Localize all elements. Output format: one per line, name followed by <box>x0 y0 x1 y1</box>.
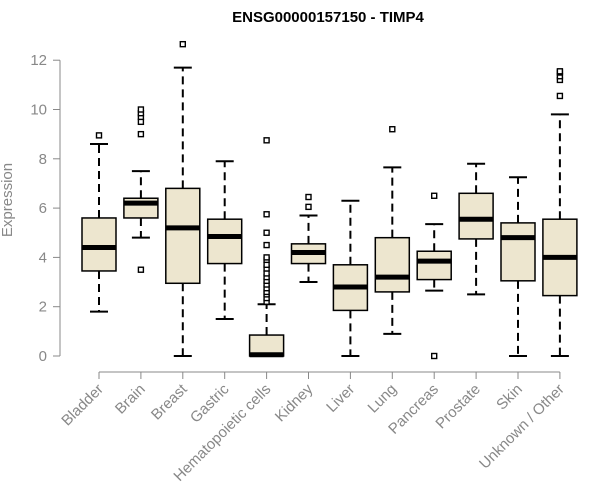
box-prostate <box>458 162 494 296</box>
box-hematopoietic-cells <box>248 137 285 358</box>
box-skin <box>500 176 536 357</box>
box-iqr <box>500 222 536 282</box>
x-tick-label: Kidney <box>272 380 317 425</box>
outlier-point <box>305 203 312 211</box>
box-breast <box>165 40 201 357</box>
box-iqr <box>374 236 411 293</box>
box-unknown-other <box>542 68 578 357</box>
box-iqr <box>458 192 494 240</box>
y-axis-title: Expression <box>0 163 16 237</box>
outlier-point <box>263 254 270 261</box>
outlier-point <box>137 106 145 113</box>
x-tick-label: Liver <box>323 381 358 416</box>
x-tick-label: Bladder <box>58 381 107 430</box>
box-iqr <box>81 217 117 272</box>
outlier-point <box>431 352 438 360</box>
outlier-point <box>137 266 145 273</box>
box-gastric <box>206 160 243 321</box>
y-tick-label: 0 <box>39 348 47 365</box>
x-tick-label: Lung <box>365 381 401 417</box>
outlier-point <box>556 68 564 75</box>
chart-title: ENSG00000157150 - TIMP4 <box>232 9 424 26</box>
box-iqr <box>165 187 201 285</box>
box-lung <box>374 126 411 335</box>
box-liver <box>332 199 369 357</box>
y-axis: 0 2 4 6 8 10 12 <box>30 52 61 365</box>
outlier-point <box>95 132 103 139</box>
y-tick-label: 10 <box>30 102 47 119</box>
x-tick-label: Skin <box>493 381 526 414</box>
outlier-point <box>137 130 145 138</box>
box-bladder <box>81 132 117 313</box>
outlier-point <box>263 241 270 249</box>
outlier-point <box>305 193 312 201</box>
outlier-point <box>263 211 270 218</box>
plot-area <box>81 40 578 360</box>
outlier-point <box>556 92 564 100</box>
box-iqr <box>416 250 452 281</box>
x-tick-label: Brain <box>112 381 149 418</box>
outlier-point <box>179 40 187 48</box>
y-tick-label: 4 <box>39 249 47 266</box>
outlier-point <box>431 192 438 199</box>
outlier-point <box>263 137 270 144</box>
box-iqr <box>206 218 243 265</box>
y-tick-label: 8 <box>39 151 47 168</box>
outlier-point <box>389 126 396 133</box>
box-brain <box>123 106 159 273</box>
outlier-point <box>263 229 270 236</box>
x-tick-label: Breast <box>148 380 191 423</box>
y-tick-label: 2 <box>39 299 47 316</box>
x-tick-label: Prostate <box>432 381 484 433</box>
y-tick-label: 12 <box>30 52 47 69</box>
y-tick-label: 6 <box>39 200 47 217</box>
box-pancreas <box>416 192 452 360</box>
box-kidney <box>290 193 327 284</box>
